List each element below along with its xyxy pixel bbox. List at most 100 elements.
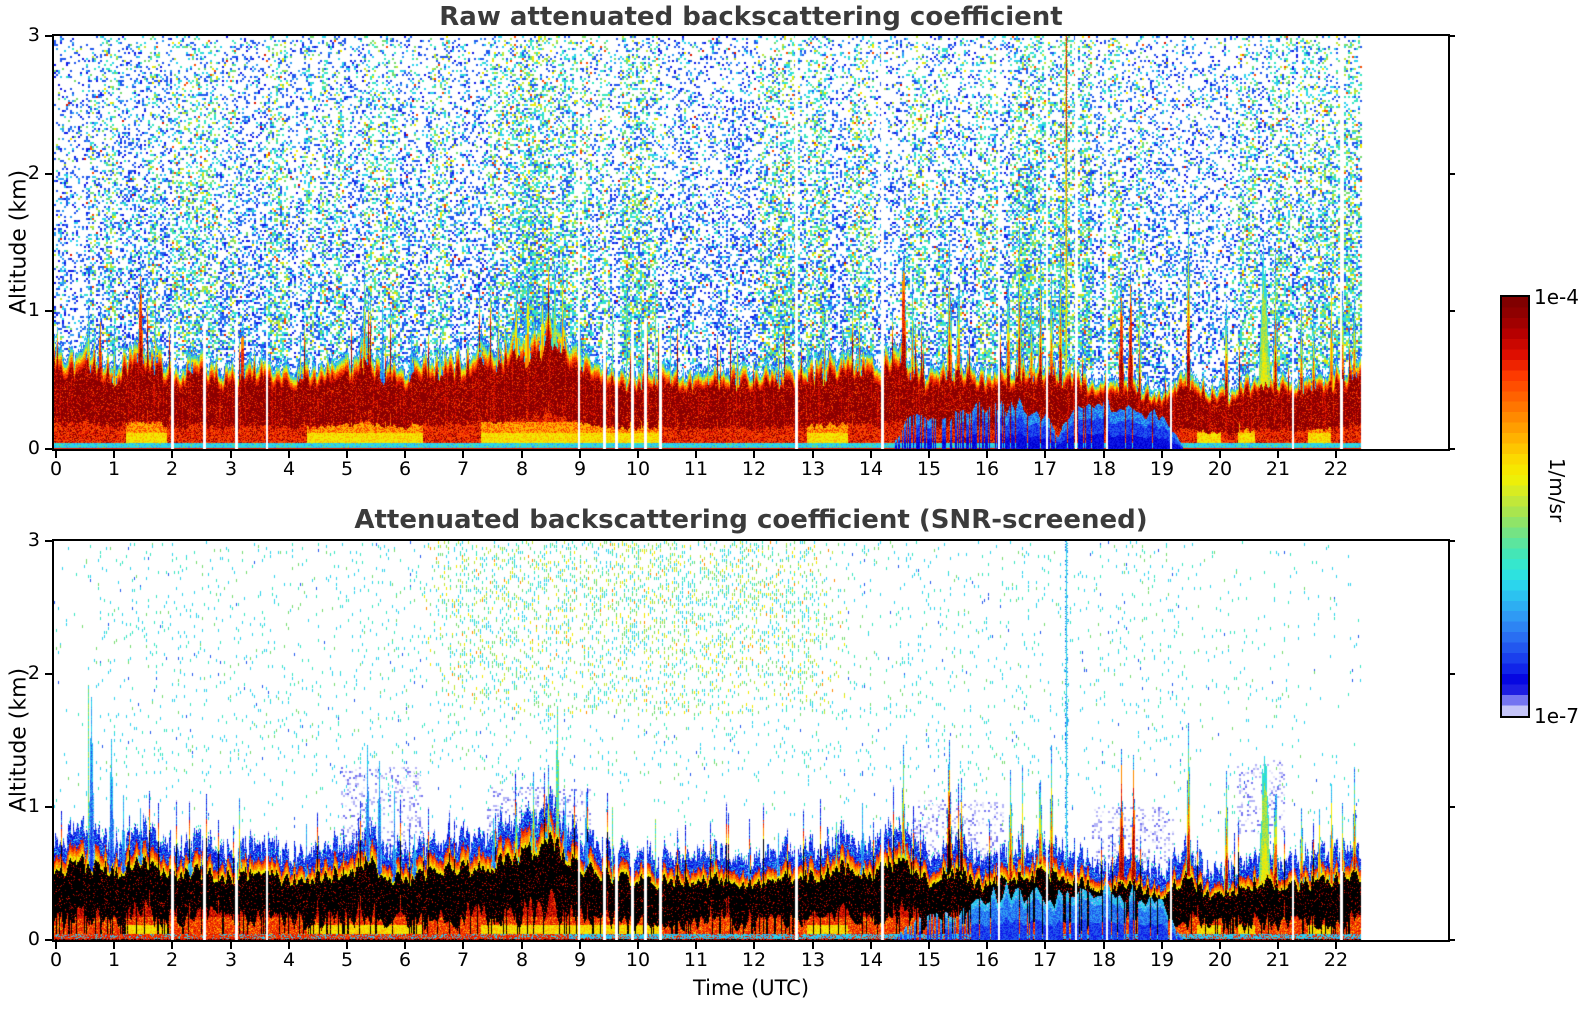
x-tick-mark [113,942,115,949]
x-tick-label: 18 [1091,458,1117,480]
x-tick-label: 7 [456,458,470,480]
x-tick-label: 0 [49,949,63,971]
x-tick-mark [695,451,697,458]
x-tick-label: 16 [974,458,1000,480]
x-tick-mark [521,942,523,949]
x-tick-label: 17 [1032,458,1058,480]
screened-heatmap-canvas [54,541,1448,940]
x-tick-label: 11 [683,949,709,971]
x-tick-label: 9 [573,949,587,971]
y-tick-mark [1450,448,1455,450]
x-tick-label: 6 [398,949,412,971]
screened-panel-title: Attenuated backscattering coefficient (S… [354,505,1148,535]
x-tick-mark [870,942,872,949]
x-tick-label: 22 [1323,458,1349,480]
x-tick-mark [230,451,232,458]
colorbar-max-label: 1e-4 [1534,285,1579,309]
x-tick-mark [346,942,348,949]
x-tick-label: 21 [1265,458,1291,480]
x-tick-mark [579,451,581,458]
x-tick-mark [928,451,930,458]
x-tick-label: 12 [741,949,767,971]
x-tick-mark [753,451,755,458]
x-tick-label: 18 [1091,949,1117,971]
x-tick-mark [1219,451,1221,458]
x-tick-label: 8 [515,949,529,971]
x-tick-label: 3 [224,458,238,480]
x-tick-label: 13 [800,458,826,480]
x-tick-mark [462,942,464,949]
y-tick-mark [45,35,52,37]
x-tick-label: 5 [340,458,354,480]
x-tick-mark [288,942,290,949]
y-tick-mark [1450,673,1455,675]
y-tick-label: 1 [27,299,40,321]
raw-heatmap-canvas [54,36,1448,449]
x-tick-label: 4 [282,458,296,480]
x-tick-label: 12 [741,458,767,480]
x-tick-label: 10 [625,458,651,480]
y-tick-mark [45,540,52,542]
x-tick-label: 2 [165,458,179,480]
y-tick-mark [1450,173,1455,175]
screened-y-axis-label: Altitude (km) [6,667,32,813]
x-tick-label: 5 [340,949,354,971]
x-tick-label: 11 [683,458,709,480]
x-tick-mark [521,451,523,458]
x-tick-label: 6 [398,458,412,480]
x-tick-mark [1161,451,1163,458]
raw-y-axis-label: Altitude (km) [6,169,32,315]
y-tick-label: 2 [27,162,40,184]
x-tick-label: 9 [573,458,587,480]
x-tick-mark [55,942,57,949]
x-tick-mark [928,942,930,949]
y-tick-label: 0 [27,437,40,459]
colorbar-min-label: 1e-7 [1534,704,1579,728]
colorbar-units-label: 1/m/sr [1545,457,1569,523]
x-tick-mark [637,942,639,949]
y-tick-mark [45,310,52,312]
x-tick-label: 17 [1032,949,1058,971]
x-tick-mark [404,942,406,949]
x-tick-label: 16 [974,949,1000,971]
x-tick-mark [695,942,697,949]
y-tick-label: 0 [27,928,40,950]
y-tick-mark [45,448,52,450]
x-tick-mark [986,942,988,949]
x-tick-label: 7 [456,949,470,971]
x-tick-label: 14 [858,949,884,971]
y-tick-label: 2 [27,662,40,684]
y-tick-mark [45,939,52,941]
x-tick-label: 21 [1265,949,1291,971]
x-tick-mark [404,451,406,458]
y-tick-mark [1450,310,1455,312]
x-tick-mark [986,451,988,458]
colorbar-gradient [1502,297,1528,716]
x-tick-mark [1103,451,1105,458]
y-tick-mark [45,806,52,808]
x-tick-label: 8 [515,458,529,480]
y-tick-mark [1450,806,1455,808]
x-tick-mark [637,451,639,458]
x-tick-label: 22 [1323,949,1349,971]
x-tick-mark [1277,451,1279,458]
x-tick-label: 0 [49,458,63,480]
x-tick-label: 13 [800,949,826,971]
y-tick-label: 1 [27,795,40,817]
y-tick-mark [1450,540,1455,542]
x-tick-label: 19 [1149,458,1175,480]
x-tick-label: 20 [1207,949,1233,971]
y-tick-label: 3 [27,529,40,551]
x-tick-mark [1044,942,1046,949]
x-tick-label: 20 [1207,458,1233,480]
y-tick-mark [1450,939,1455,941]
x-tick-label: 10 [625,949,651,971]
x-tick-mark [55,451,57,458]
x-tick-mark [230,942,232,949]
x-tick-mark [579,942,581,949]
x-tick-label: 1 [107,949,121,971]
raw-panel-title: Raw attenuated backscattering coefficien… [439,2,1063,32]
x-tick-mark [1219,942,1221,949]
x-tick-label: 14 [858,458,884,480]
